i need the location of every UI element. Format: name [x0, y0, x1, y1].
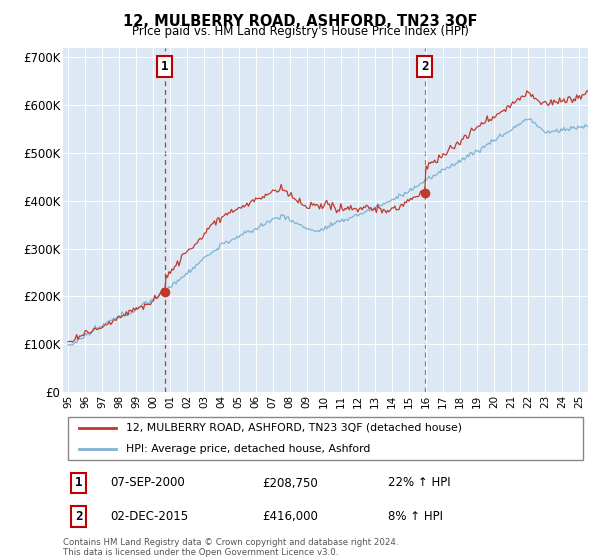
Text: HPI: Average price, detached house, Ashford: HPI: Average price, detached house, Ashf… [126, 444, 370, 454]
Text: Contains HM Land Registry data © Crown copyright and database right 2024.
This d: Contains HM Land Registry data © Crown c… [63, 538, 398, 557]
Text: £416,000: £416,000 [263, 510, 319, 523]
Text: 8% ↑ HPI: 8% ↑ HPI [389, 510, 443, 523]
FancyBboxPatch shape [68, 417, 583, 460]
Text: 2: 2 [75, 510, 83, 523]
Text: 22% ↑ HPI: 22% ↑ HPI [389, 477, 451, 489]
Text: 2: 2 [421, 60, 428, 73]
Text: 1: 1 [75, 477, 83, 489]
Text: 02-DEC-2015: 02-DEC-2015 [110, 510, 188, 523]
Text: £208,750: £208,750 [263, 477, 318, 489]
Text: 07-SEP-2000: 07-SEP-2000 [110, 477, 185, 489]
Text: Price paid vs. HM Land Registry's House Price Index (HPI): Price paid vs. HM Land Registry's House … [131, 25, 469, 38]
Text: 1: 1 [161, 60, 169, 73]
Text: 12, MULBERRY ROAD, ASHFORD, TN23 3QF: 12, MULBERRY ROAD, ASHFORD, TN23 3QF [123, 14, 477, 29]
Text: 12, MULBERRY ROAD, ASHFORD, TN23 3QF (detached house): 12, MULBERRY ROAD, ASHFORD, TN23 3QF (de… [126, 423, 462, 433]
